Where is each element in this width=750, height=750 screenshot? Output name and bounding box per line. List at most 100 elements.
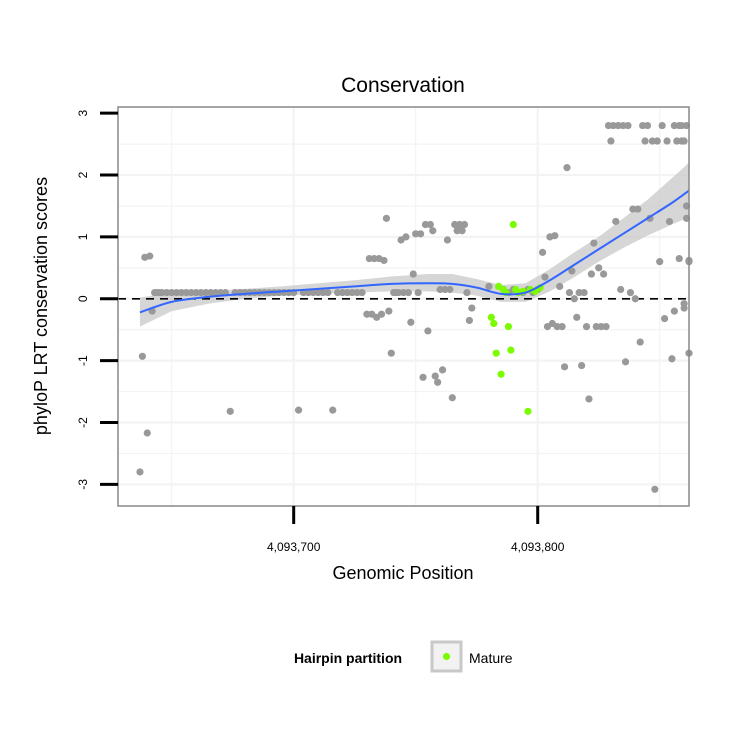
data-point — [358, 288, 366, 297]
data-point — [670, 307, 678, 315]
chart-title: Conservation — [341, 74, 465, 97]
data-point — [568, 267, 576, 275]
data-point — [607, 137, 615, 145]
data-point — [585, 395, 593, 403]
data-point — [556, 282, 564, 290]
mature-point — [524, 407, 532, 415]
data-point — [624, 121, 632, 130]
plot-panel — [117, 106, 693, 507]
data-point — [595, 264, 603, 272]
data-point — [404, 288, 412, 297]
data-point — [626, 288, 635, 297]
x-axis-title: Genomic Position — [332, 563, 473, 583]
data-point — [558, 323, 566, 331]
data-point — [138, 352, 147, 360]
data-point — [631, 295, 639, 303]
data-point — [324, 288, 332, 297]
data-point — [563, 164, 571, 172]
data-point — [570, 295, 578, 303]
data-point — [380, 256, 388, 265]
data-point — [387, 349, 395, 357]
data-point — [485, 282, 493, 290]
data-point — [424, 327, 432, 335]
data-point — [143, 429, 151, 437]
mature-point — [487, 313, 495, 321]
legend: Hairpin partition Mature — [294, 640, 513, 673]
data-point — [136, 468, 144, 476]
y-axis-title: phyloP LRT conservation scores — [31, 177, 51, 435]
data-point — [426, 220, 434, 229]
x-axis: 4,093,700 4,093,800 — [267, 506, 565, 554]
data-point — [146, 252, 154, 260]
data-point — [460, 220, 469, 229]
data-point — [641, 137, 649, 145]
data-point — [419, 373, 427, 381]
legend-title: Hairpin partition — [294, 650, 402, 666]
data-point — [382, 214, 391, 222]
y-tick-label: 3 — [76, 110, 90, 117]
data-point — [573, 313, 581, 321]
data-point — [680, 304, 688, 312]
data-point — [443, 236, 452, 244]
data-point — [658, 121, 666, 130]
data-point — [448, 394, 456, 402]
data-point — [385, 307, 393, 315]
data-point — [226, 407, 234, 415]
data-point — [582, 323, 591, 331]
data-point — [463, 288, 471, 297]
data-point — [541, 273, 549, 281]
data-point — [599, 270, 608, 278]
data-point — [678, 121, 686, 130]
data-point — [409, 270, 417, 278]
data-point — [602, 323, 610, 331]
mature-point — [507, 346, 515, 354]
data-point — [617, 285, 625, 294]
data-point — [643, 121, 652, 130]
data-point — [565, 288, 574, 297]
data-point — [587, 270, 595, 278]
y-tick-label: -2 — [76, 417, 90, 428]
y-tick-label: 2 — [76, 171, 90, 178]
data-point — [665, 217, 674, 226]
data-point — [663, 137, 671, 145]
data-point — [438, 366, 447, 374]
data-point — [578, 361, 586, 370]
y-axis: -3 -2 -1 0 1 2 3 — [76, 110, 118, 490]
data-point — [551, 232, 559, 240]
confidence-ribbon — [139, 162, 689, 327]
mature-point — [509, 220, 517, 229]
data-point — [429, 227, 437, 235]
data-point — [560, 363, 569, 371]
data-point — [329, 406, 337, 414]
data-point — [414, 288, 422, 297]
mature-point — [492, 349, 500, 357]
panel-border — [117, 106, 690, 507]
legend-item-mature: Mature — [469, 650, 513, 666]
y-tick-label: 1 — [76, 233, 90, 240]
data-point — [634, 205, 642, 213]
mature-point — [504, 323, 513, 331]
data-point — [538, 248, 547, 256]
data-point — [446, 285, 454, 294]
y-tick-label: 0 — [76, 295, 90, 302]
data-point — [653, 137, 661, 145]
data-point — [468, 304, 476, 312]
data-point — [294, 406, 303, 414]
data-point — [680, 137, 688, 145]
data-point — [416, 230, 425, 238]
data-point — [612, 217, 620, 226]
data-point — [656, 258, 664, 266]
data-point — [402, 233, 410, 241]
y-tick-label: -1 — [76, 355, 90, 366]
data-point — [590, 239, 598, 247]
x-tick-label: 4,093,800 — [511, 540, 565, 554]
mature-point — [497, 370, 505, 378]
panel-background — [118, 107, 689, 506]
data-point — [660, 314, 669, 323]
data-point — [431, 372, 439, 380]
data-point — [636, 338, 644, 346]
data-point — [407, 318, 415, 326]
smooth-trend-line — [139, 189, 690, 314]
data-point — [377, 310, 386, 318]
